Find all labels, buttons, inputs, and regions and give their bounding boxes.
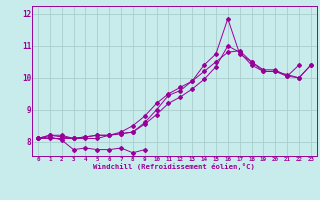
X-axis label: Windchill (Refroidissement éolien,°C): Windchill (Refroidissement éolien,°C) bbox=[93, 163, 255, 170]
